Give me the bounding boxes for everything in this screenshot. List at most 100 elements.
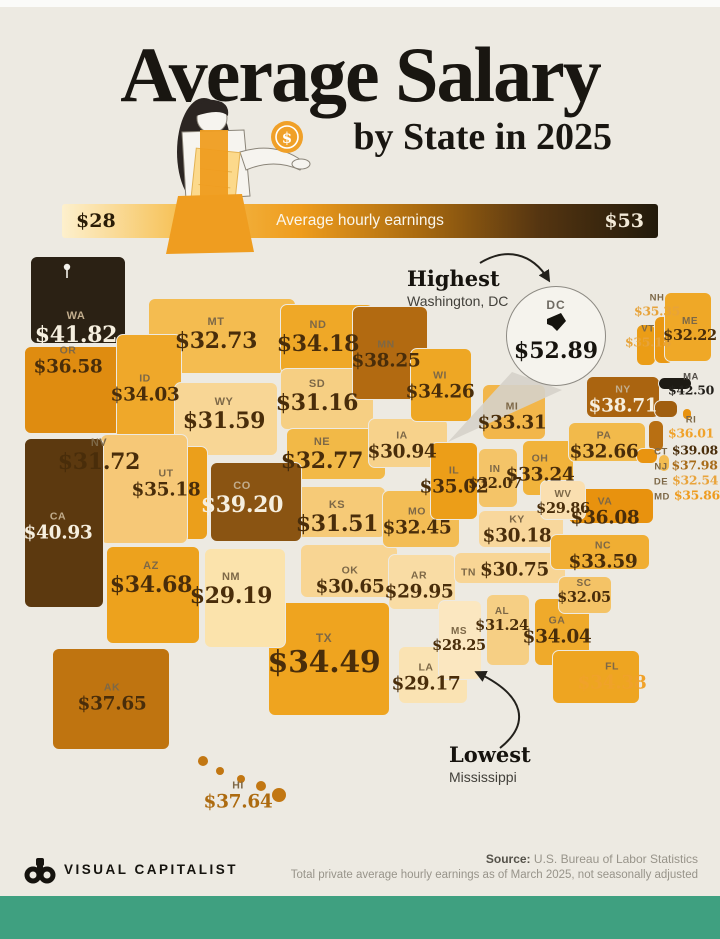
state-label-az: AZ $34.68 <box>109 560 193 598</box>
state-value: $35.18 <box>131 479 201 501</box>
state-abbr: CA <box>49 510 67 523</box>
state-shape-ok <box>300 544 398 598</box>
state-shape-hi <box>198 756 208 766</box>
state-shape-de <box>658 454 670 472</box>
state-shape-wv <box>540 480 586 520</box>
state-label-la: LA $29.17 <box>391 661 460 694</box>
state-value: $38.71 <box>588 395 658 417</box>
binoculars-icon <box>24 858 56 884</box>
state-value: $31.51 <box>295 510 379 537</box>
state-shape-ma <box>658 377 692 390</box>
state-label-ms: MS $28.25 <box>432 626 486 654</box>
state-label-oh: OH $33.24 <box>505 452 574 485</box>
source-label: Source: <box>485 852 531 866</box>
state-value: $34.68 <box>109 571 193 598</box>
state-abbr: ID <box>139 372 151 385</box>
state-value: $34.04 <box>522 626 592 648</box>
state-abbr: WV <box>554 488 572 500</box>
state-value: $42.50 <box>667 382 715 398</box>
state-abbr: MI <box>505 400 519 413</box>
state-abbr: LA <box>418 661 434 674</box>
coin-dollar-symbol: $ <box>282 129 292 147</box>
state-abbr: NY <box>615 383 631 396</box>
dc-shape-icon <box>547 313 566 331</box>
state-label-me: ME $32.22 <box>663 316 717 344</box>
state-label-sd: SD $31.16 <box>276 378 359 416</box>
legend-max-value: $53 <box>604 210 644 232</box>
state-shape-ct <box>654 400 678 418</box>
state-shape-fl <box>552 650 640 704</box>
state-label-il: IL $35.02 <box>419 464 488 497</box>
state-shape-wa <box>30 256 126 344</box>
top-margin-strip <box>0 0 720 7</box>
visual-capitalist-brand: VISUAL CAPITALIST <box>64 862 239 877</box>
source-note: Total private average hourly earnings as… <box>290 869 698 881</box>
state-label-sc: SC $32.05 <box>557 578 611 606</box>
state-abbr: IA <box>396 429 408 442</box>
state-value: $31.72 <box>57 448 141 475</box>
state-value: $37.64 <box>203 791 273 813</box>
state-shape-hi <box>216 767 224 775</box>
state-shape-ms <box>438 600 482 680</box>
state-shape-il <box>430 442 478 520</box>
state-abbr: NJ <box>654 461 668 473</box>
state-value: $32.54 <box>672 472 719 488</box>
bottom-bar: voronoi BY VISUAL CAPITALIST Where Data … <box>0 896 720 939</box>
state-value: $35.02 <box>419 476 489 498</box>
state-abbr: KY <box>509 513 525 526</box>
state-label-wa: WA $41.82 <box>34 310 118 348</box>
state-value: $32.73 <box>174 327 258 354</box>
state-label-hi: HI $37.64 <box>203 779 272 812</box>
state-shape-nv <box>100 434 188 544</box>
state-value: $34.49 <box>267 644 381 680</box>
state-shape-wy <box>174 382 278 456</box>
state-label-nd: ND $34.18 <box>277 319 360 357</box>
state-value: $28.25 <box>432 636 486 654</box>
state-abbr: UT <box>158 467 174 480</box>
state-abbr: AR <box>410 569 428 582</box>
state-abbr: ND <box>309 319 327 332</box>
state-abbr: MT <box>207 316 225 329</box>
state-shape-al <box>486 594 530 666</box>
state-value: $29.86 <box>536 499 590 517</box>
state-abbr: AL <box>494 605 510 617</box>
state-label-mo: MO $32.45 <box>382 505 451 538</box>
state-abbr: MO <box>408 505 426 518</box>
state-label-ne: NE $32.77 <box>280 436 364 474</box>
state-value: $32.22 <box>663 326 717 344</box>
state-abbr: OR <box>59 344 77 357</box>
state-abbr: MN <box>377 338 395 351</box>
state-label-ia: IA $30.94 <box>367 429 436 462</box>
state-value: $41.82 <box>34 321 118 348</box>
state-label-nv: NV $31.72 <box>57 437 141 475</box>
state-label-ga: GA $34.04 <box>522 614 591 647</box>
state-value: $34.38 <box>577 672 647 694</box>
dc-value: $52.89 <box>513 338 599 364</box>
state-value: $31.24 <box>475 616 529 634</box>
state-shape-co <box>210 462 302 542</box>
state-label-ks: KS $31.51 <box>295 499 379 537</box>
highest-annotation: Highest Washington, DC <box>407 266 508 309</box>
state-abbr: NE <box>313 436 331 449</box>
person-illustration: $ <box>166 98 311 254</box>
state-value: $32.07 <box>468 474 522 492</box>
state-abbr: ME <box>681 315 698 327</box>
state-value: $30.18 <box>482 525 552 547</box>
state-abbr: WI <box>433 369 447 382</box>
state-shape-nm <box>204 548 286 648</box>
state-abbr: MS <box>450 625 467 637</box>
state-label-ct: CT $39.08 <box>654 443 718 459</box>
state-shape-ny <box>586 376 660 418</box>
source-line: Source: U.S. Bureau of Labor Statistics <box>486 852 698 866</box>
state-label-fl: FL $34.38 <box>577 660 646 693</box>
state-value: $35.18 <box>624 334 672 350</box>
state-shape-me <box>664 292 712 362</box>
coin-icon: $ <box>271 121 303 153</box>
state-value: $40.93 <box>23 522 93 544</box>
state-label-ak: AK $37.65 <box>77 681 146 714</box>
state-value: $34.26 <box>405 381 475 403</box>
state-value: $32.05 <box>557 588 611 606</box>
state-abbr: VT <box>641 323 655 335</box>
dc-callout: DC $52.89 <box>506 286 606 386</box>
state-value: $32.77 <box>280 447 364 474</box>
